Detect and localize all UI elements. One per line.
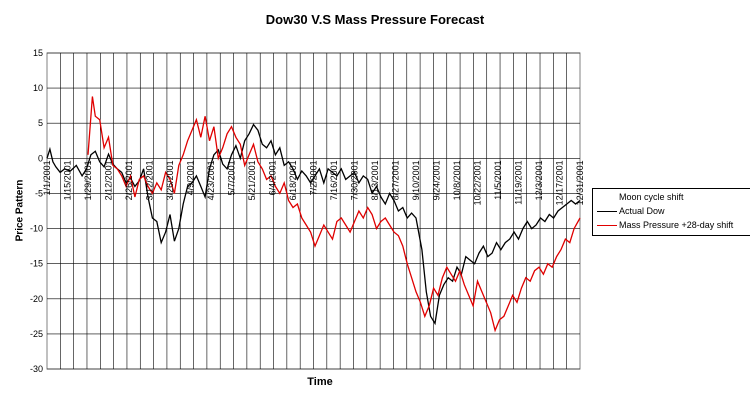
x-tick-label: 8/13/2001 xyxy=(370,160,380,200)
legend-entry: Moon cycle shift xyxy=(593,192,749,204)
x-tick-label: 2/26/2001 xyxy=(124,160,134,200)
legend-label: Moon cycle shift xyxy=(619,192,684,202)
y-tick-label: 0 xyxy=(38,153,43,163)
legend-swatch xyxy=(597,211,617,212)
x-tick-label: 7/30/2001 xyxy=(350,160,360,200)
y-tick-label: 15 xyxy=(33,48,43,58)
y-tick-label: -25 xyxy=(30,329,43,339)
x-tick-label: 7/2/2001 xyxy=(309,160,319,195)
y-tick-label: 10 xyxy=(33,83,43,93)
y-tick-label: -5 xyxy=(35,188,43,198)
y-tick-label: -30 xyxy=(30,364,43,374)
y-tick-label: -15 xyxy=(30,259,43,269)
chart-title: Dow30 V.S Mass Pressure Forecast xyxy=(265,12,485,27)
x-tick-label: 10/8/2001 xyxy=(452,160,462,200)
x-tick-label: 5/7/2001 xyxy=(227,160,237,195)
x-tick-label: 12/31/2001 xyxy=(575,160,585,205)
x-tick-label: 11/19/2001 xyxy=(514,160,524,204)
series-line-2 xyxy=(87,96,581,333)
x-tick-label: 4/9/2001 xyxy=(186,160,196,195)
y-tick-label: -10 xyxy=(30,224,43,234)
x-tick-label: 6/18/2001 xyxy=(288,160,298,200)
x-tick-label: 7/16/2001 xyxy=(329,160,339,200)
x-tick-label: 5/21/2001 xyxy=(247,160,257,200)
legend-label: Actual Dow xyxy=(619,206,665,216)
legend-entry: Actual Dow xyxy=(593,206,749,218)
y-tick-label: 5 xyxy=(38,118,43,128)
series-line-1 xyxy=(46,123,581,326)
x-tick-label: 4/23/2001 xyxy=(206,160,216,200)
x-tick-label: 3/12/2001 xyxy=(145,160,155,200)
legend-label: Mass Pressure +28-day shift xyxy=(619,220,734,230)
y-tick-label: -20 xyxy=(30,294,43,304)
x-axis-label: Time xyxy=(307,376,333,388)
x-tick-label: 1/29/2001 xyxy=(83,160,93,200)
x-tick-label: 6/4/2001 xyxy=(268,160,278,195)
legend-swatch xyxy=(597,225,617,226)
x-tick-label: 11/5/2001 xyxy=(493,160,503,199)
x-tick-label: 1/1/2001 xyxy=(42,160,52,195)
x-tick-label: 12/3/2001 xyxy=(534,160,544,200)
chart-legend: Moon cycle shift Actual Dow Mass Pressure … xyxy=(592,188,750,236)
x-tick-label: 3/26/2001 xyxy=(165,160,175,200)
legend-swatch xyxy=(597,197,617,198)
x-tick-label: 9/24/2001 xyxy=(432,160,442,200)
x-tick-label: 8/27/2001 xyxy=(391,160,401,200)
legend-entry: Mass Pressure +28-day shift xyxy=(593,220,749,232)
x-tick-label: 10/22/2001 xyxy=(473,160,483,205)
x-tick-label: 2/12/2001 xyxy=(104,160,114,200)
x-tick-label: 1/15/2001 xyxy=(63,160,73,200)
x-tick-label: 9/10/2001 xyxy=(411,160,421,200)
x-tick-label: 12/17/2001 xyxy=(555,160,565,205)
